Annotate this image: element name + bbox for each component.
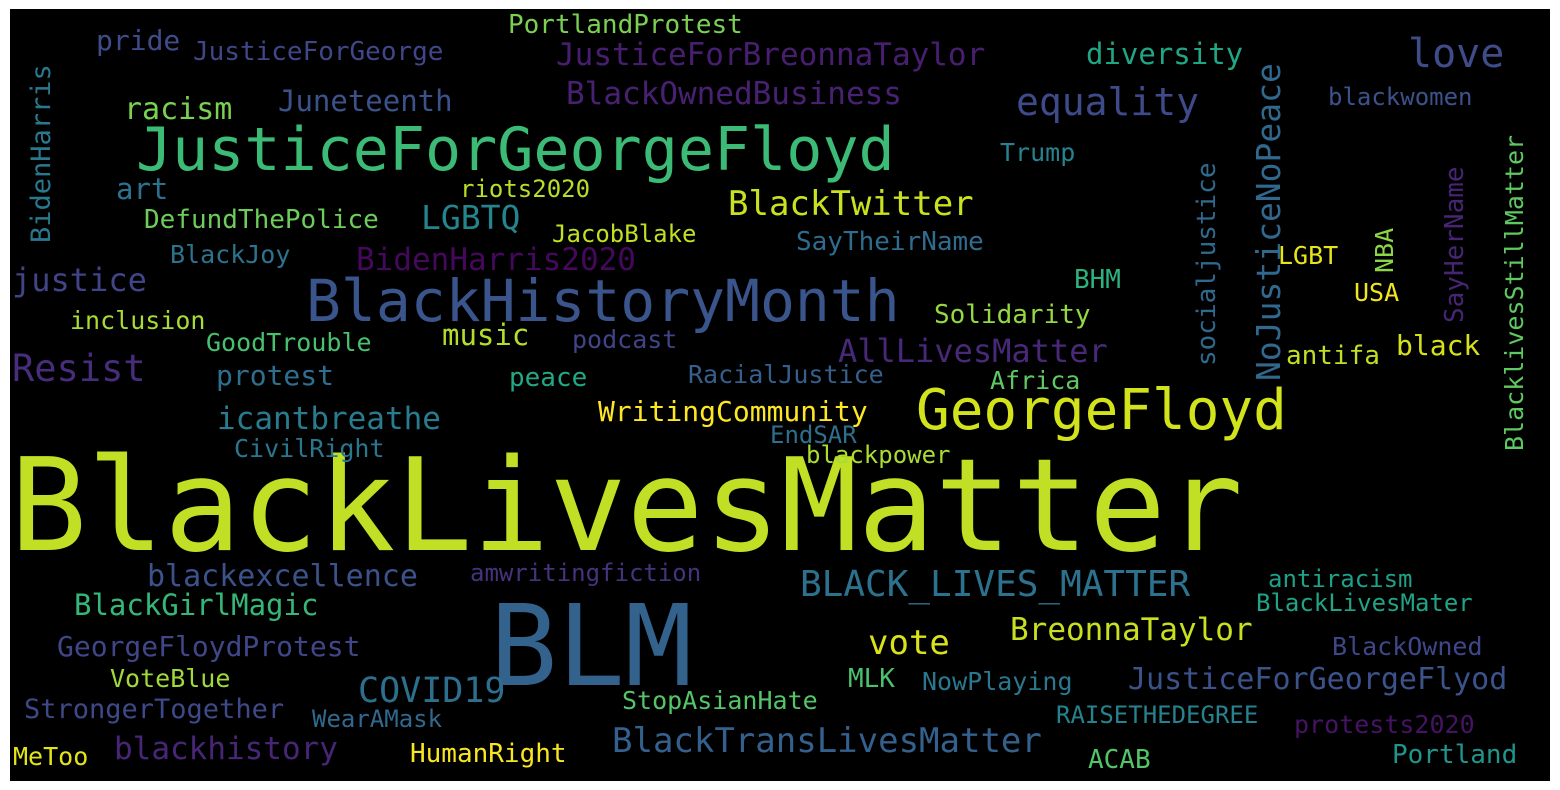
word: BlackTransLivesMatter	[612, 721, 1042, 761]
word: WritingCommunity	[598, 395, 868, 428]
word: RAISETHEDEGREE	[1056, 701, 1259, 729]
word: JusticeForGeorgeFloyd	[136, 115, 895, 185]
word: BlackLivesMater	[1256, 589, 1473, 617]
word: PortlandProtest	[508, 10, 743, 40]
word: BlackOwnedBusiness	[566, 76, 902, 112]
word: StrongerTogether	[24, 694, 285, 725]
word: antifa	[1286, 341, 1380, 371]
word: WearAMask	[312, 705, 443, 733]
word: CivilRight	[234, 434, 385, 463]
word: riots2020	[460, 175, 591, 203]
word: BidenHarris2020	[356, 242, 636, 278]
word: HumanRight	[410, 739, 567, 769]
word: justice	[12, 261, 147, 299]
word: amwritingfiction	[470, 559, 702, 587]
word: JusticeForGeorge	[193, 37, 444, 67]
word: DefundThePolice	[144, 205, 379, 235]
word: podcast	[572, 325, 678, 354]
word: racism	[124, 92, 233, 127]
word: Trump	[1000, 138, 1076, 167]
word: BlackOwned	[1332, 632, 1483, 661]
word: MLK	[848, 664, 895, 694]
word: BlackLivesMatter	[10, 432, 1243, 581]
word: GoodTrouble	[206, 328, 372, 357]
word: art	[116, 172, 169, 206]
word: JacobBlake	[552, 220, 697, 248]
word: ACAB	[1088, 745, 1151, 775]
word: StopAsianHate	[622, 686, 818, 715]
word: VoteBlue	[110, 664, 231, 693]
word: music	[442, 318, 530, 352]
word: love	[1408, 31, 1505, 77]
word: peace	[509, 363, 588, 393]
word: BLACK_LIVES_MATTER	[800, 564, 1191, 605]
word: BLM	[490, 582, 693, 712]
word-vertical: socialjustice	[1192, 162, 1222, 367]
word: blackexcellence	[147, 559, 418, 594]
word: BlackTwitter	[728, 184, 974, 224]
word: blackhistory	[114, 731, 338, 767]
word: pride	[96, 24, 181, 57]
word: LGBTQ	[421, 198, 521, 237]
word-cloud-canvas: BlackLivesMatter BLM JusticeForGeorgeFlo…	[10, 9, 1550, 781]
word: BHM	[1074, 265, 1121, 295]
word: USA	[1354, 278, 1400, 307]
word: MeToo	[13, 742, 89, 771]
word: BlackJoy	[170, 240, 291, 269]
word: Portland	[1392, 740, 1518, 770]
word: AllLivesMatter	[838, 332, 1108, 370]
word: GeorgeFloyd	[916, 378, 1287, 443]
word: vote	[868, 623, 950, 663]
word: COVID19	[358, 671, 506, 711]
word: diversity	[1086, 37, 1244, 71]
word: RacialJustice	[688, 360, 884, 389]
word: blackpower	[806, 441, 951, 469]
word: blackwomen	[1328, 83, 1473, 111]
word-vertical: BidenHarris	[26, 64, 57, 243]
word: SayTheirName	[796, 227, 984, 257]
word: JusticeForBreonnaTaylor	[556, 37, 986, 73]
word: NowPlaying	[922, 667, 1073, 696]
word: BreonnaTaylor	[1010, 612, 1253, 648]
word-vertical: NBA	[1370, 227, 1399, 273]
word: BlackGirlMagic	[74, 588, 319, 622]
word: LGBT	[1278, 241, 1339, 270]
word: inclusion	[70, 306, 206, 335]
word: antiracism	[1268, 565, 1413, 593]
word: GeorgeFloydProtest	[57, 630, 361, 663]
word: Resist	[12, 347, 146, 390]
word: equality	[1016, 80, 1200, 124]
word: Africa	[990, 366, 1081, 395]
word: protests2020	[1294, 710, 1475, 739]
word: icantbreathe	[217, 401, 441, 437]
word: protest	[216, 359, 335, 392]
word-vertical: SayHerName	[1440, 166, 1470, 323]
word: EndSAR	[770, 421, 857, 449]
word-vertical: NoJusticeNoPeace	[1249, 63, 1288, 381]
word: JusticeForGeorgeFlyod	[1128, 662, 1508, 697]
word: Solidarity	[934, 300, 1091, 330]
word: BlackHistoryMonth	[306, 267, 900, 335]
word-vertical: BlacklivesStillMatter	[1500, 134, 1529, 451]
word: black	[1396, 329, 1481, 362]
word: Juneteenth	[278, 84, 453, 118]
